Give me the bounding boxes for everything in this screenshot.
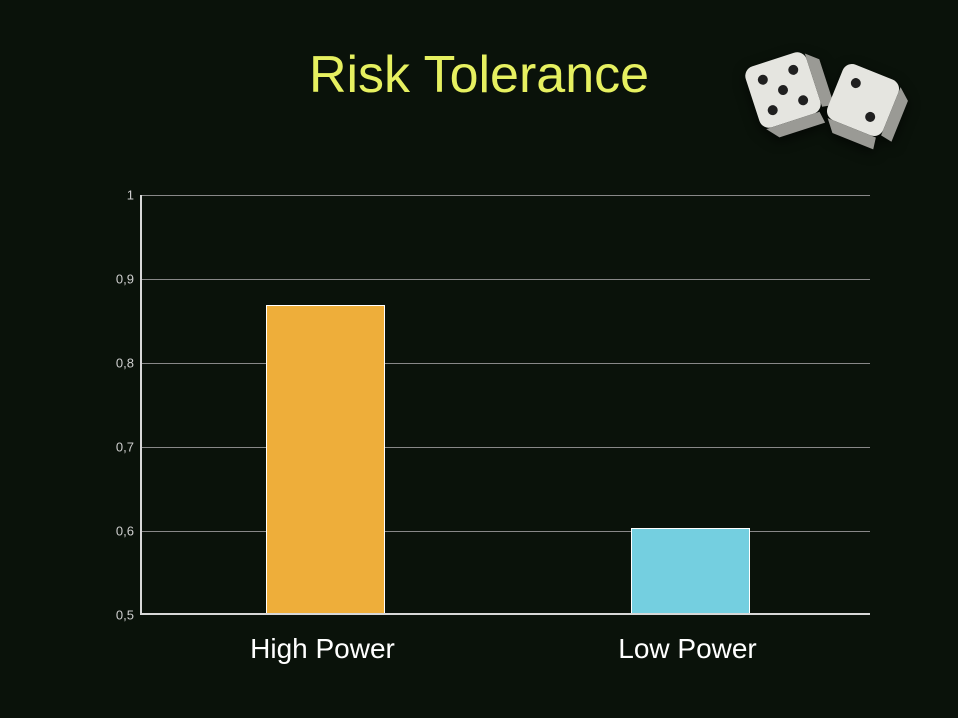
- bar: [266, 305, 385, 613]
- bar: [631, 528, 750, 613]
- plot-area: [140, 195, 870, 615]
- y-tick-label: 0,7: [100, 440, 134, 455]
- y-tick-label: 0,9: [100, 272, 134, 287]
- slide: Risk Tolerance: [0, 0, 958, 718]
- gridline: [142, 279, 870, 280]
- die-right-icon: [819, 61, 913, 155]
- gridline: [142, 447, 870, 448]
- x-category-label: Low Power: [618, 633, 757, 665]
- y-tick-label: 1: [100, 188, 134, 203]
- bar-chart: 0,50,60,70,80,91 High PowerLow Power: [100, 195, 870, 615]
- gridline: [142, 531, 870, 532]
- y-tick-label: 0,8: [100, 356, 134, 371]
- x-category-label: High Power: [250, 633, 395, 665]
- y-tick-label: 0,5: [100, 608, 134, 623]
- die-left-icon: [743, 46, 839, 142]
- y-tick-label: 0,6: [100, 524, 134, 539]
- gridline: [142, 363, 870, 364]
- gridline: [142, 195, 870, 196]
- dice-icon: [738, 25, 918, 165]
